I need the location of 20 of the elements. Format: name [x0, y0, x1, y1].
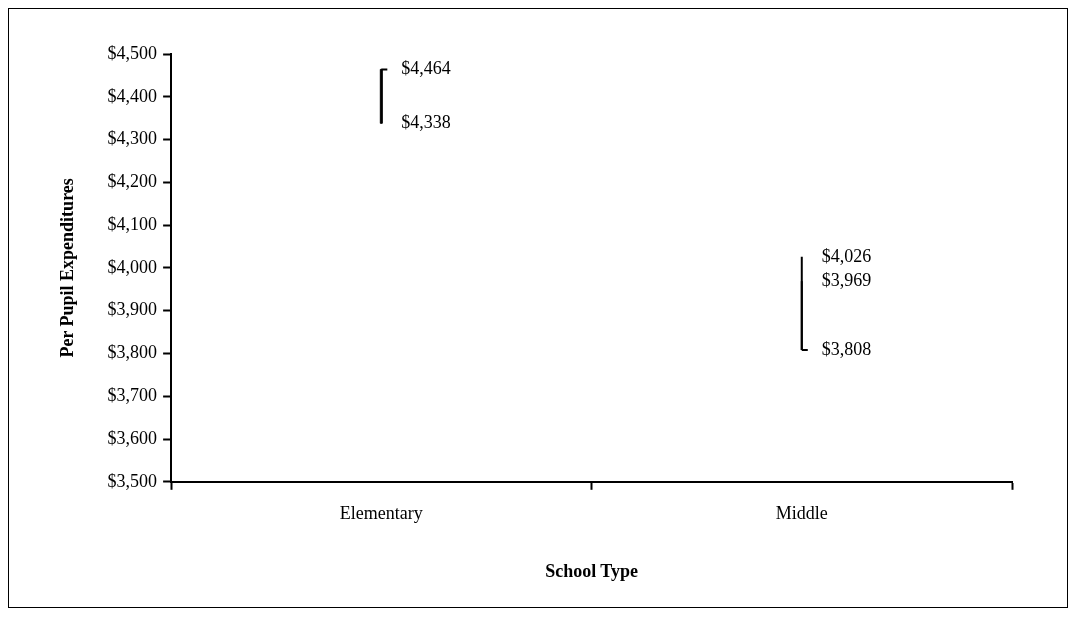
- y-tick-label: $3,500: [107, 470, 158, 491]
- y-tick-label: $3,800: [107, 342, 158, 363]
- y-tick-label: $4,000: [107, 256, 158, 277]
- y-tick-label: $4,500: [107, 42, 158, 63]
- y-tick-label: $4,200: [107, 171, 158, 192]
- y-tick-label: $4,400: [107, 85, 158, 106]
- text: $3,808: [821, 338, 872, 359]
- text: $4,338: [401, 112, 451, 133]
- y-tick-label: $3,600: [107, 427, 158, 448]
- y-tick-label: $4,300: [107, 128, 158, 149]
- y-tick-label: $3,900: [107, 299, 158, 320]
- text: $3,969: [821, 269, 872, 290]
- x-axis-title: School Type: [545, 560, 638, 581]
- y-tick-label: $4,100: [107, 213, 158, 234]
- x-tick-label: Elementary: [339, 503, 423, 524]
- y-axis-title: Per Pupil Expenditures: [57, 178, 78, 358]
- y-tick-label: $3,700: [107, 384, 158, 405]
- text: $4,464: [401, 58, 451, 79]
- text: $4,026: [821, 245, 872, 266]
- x-tick-label: Middle: [775, 503, 828, 524]
